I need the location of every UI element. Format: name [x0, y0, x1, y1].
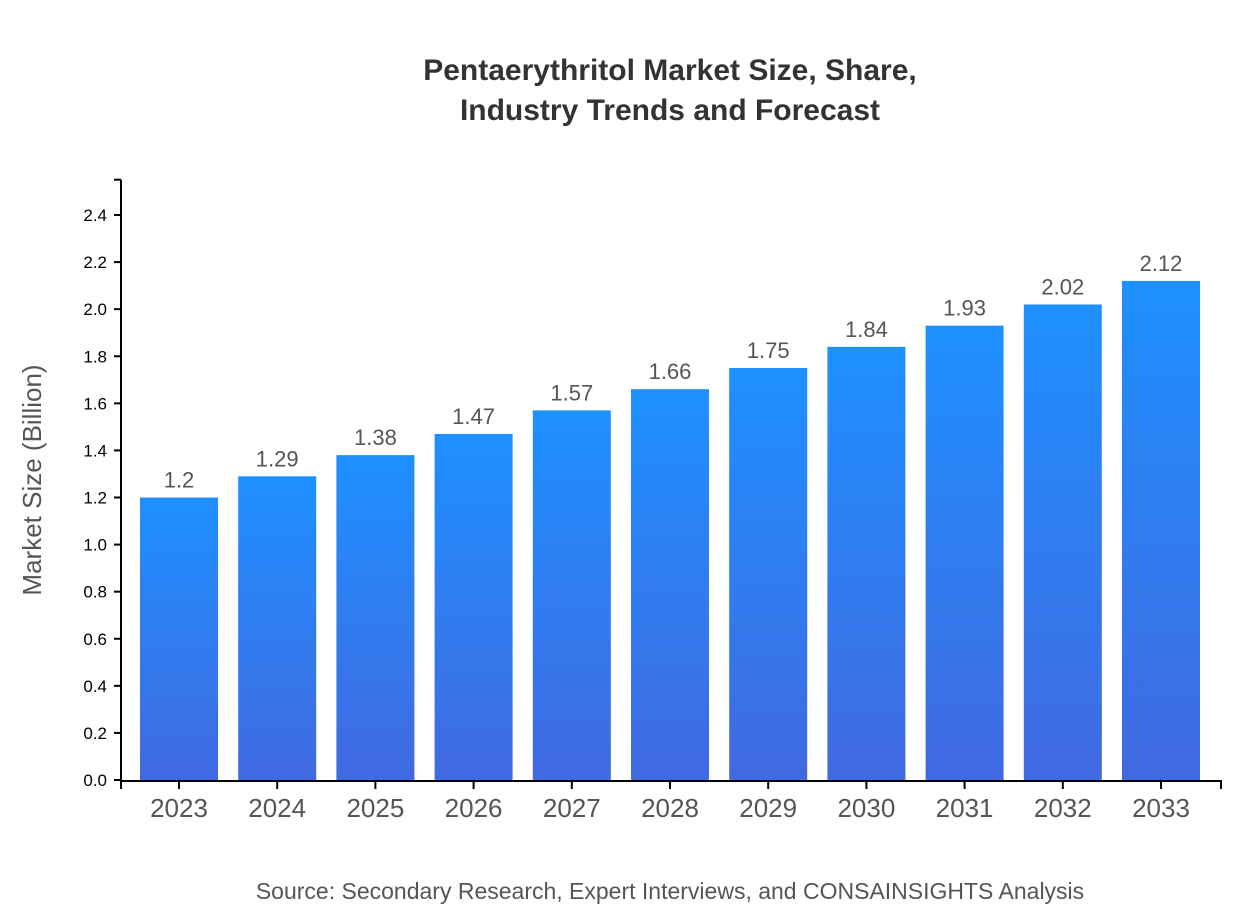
x-tick-label: 2033 [1132, 793, 1190, 823]
bar-2024 [238, 476, 317, 780]
x-tick-label: 2032 [1034, 793, 1092, 823]
bar-2030 [827, 346, 906, 780]
data-label-2033: 2.12 [1140, 251, 1183, 276]
data-label-2024: 1.29 [256, 446, 299, 471]
y-tick-label: 0.4 [83, 677, 107, 696]
data-label-2032: 2.02 [1041, 274, 1084, 299]
chart-title-line-2: Industry Trends and Forecast [460, 94, 880, 127]
y-tick-label: 0.2 [83, 724, 107, 743]
x-tick-label: 2025 [346, 793, 404, 823]
y-tick-label: 0.8 [83, 583, 107, 602]
data-label-2025: 1.38 [354, 425, 397, 450]
y-tick-label: 2.2 [83, 253, 107, 272]
y-axis-label: Market Size (Billion) [17, 364, 47, 595]
chart-title-line-1: Pentaerythritol Market Size, Share, [423, 54, 917, 87]
bar-2026 [434, 433, 513, 780]
bar-2031 [925, 325, 1004, 780]
bar-2023 [140, 497, 218, 780]
y-tick-label: 1.4 [83, 441, 107, 460]
data-label-2026: 1.47 [452, 404, 495, 429]
y-tick-label: 1.6 [83, 394, 107, 413]
data-label-2028: 1.66 [649, 359, 692, 384]
y-axis: 0.0 0.2 0.4 0.6 0.8 1.0 1.2 1.4 1.6 1.8 2.0 2.2 2.4 [83, 178, 122, 790]
data-label-2027: 1.57 [550, 380, 593, 405]
bar-2025 [336, 455, 415, 780]
y-tick-label: 2.4 [83, 206, 107, 225]
bar-2029 [729, 368, 808, 780]
x-axis: 2023 2024 2025 2026 2027 2028 2029 2030 2031 2032… [120, 780, 1222, 823]
bar-2027 [532, 410, 611, 780]
y-tick-label: 1.0 [83, 536, 107, 555]
x-tick-label: 2029 [739, 793, 797, 823]
y-tick-label: 1.2 [83, 489, 107, 508]
x-tick-label: 2024 [248, 793, 306, 823]
data-label-2029: 1.75 [747, 338, 790, 363]
bar-2028 [631, 389, 709, 780]
data-label-2023: 1.2 [164, 468, 195, 493]
y-tick-label: 0.0 [83, 771, 107, 790]
y-tick-label: 1.8 [83, 347, 107, 366]
x-tick-label: 2031 [936, 793, 994, 823]
bar-2033 [1122, 280, 1200, 780]
source-note: Source: Secondary Research, Expert Inter… [256, 878, 1084, 904]
y-tick-label: 2.0 [83, 300, 107, 319]
bars: 1.2 1.29 1.38 1.47 1.57 1.66 1.75 1.84 1.93 2.02 2… [140, 251, 1200, 780]
x-tick-label: 2027 [543, 793, 601, 823]
y-tick-label: 0.6 [83, 630, 107, 649]
data-label-2030: 1.84 [845, 317, 888, 342]
bar-2032 [1023, 304, 1102, 780]
x-tick-label: 2023 [150, 793, 208, 823]
x-tick-label: 2030 [837, 793, 895, 823]
x-tick-label: 2028 [641, 793, 699, 823]
data-label-2031: 1.93 [943, 296, 986, 321]
x-tick-label: 2026 [445, 793, 503, 823]
